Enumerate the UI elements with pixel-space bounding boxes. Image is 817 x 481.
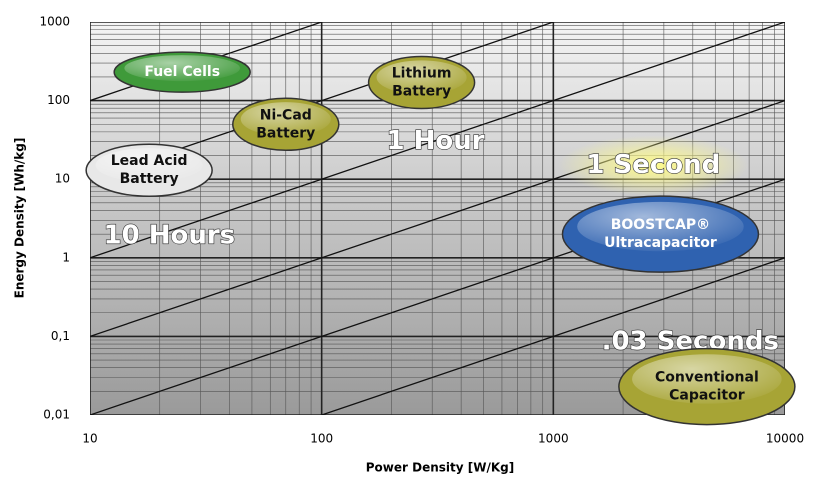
region-label: Battery	[392, 83, 451, 99]
region-label: Lead Acid	[111, 153, 188, 169]
region-shine	[124, 55, 240, 82]
region-label: Battery	[256, 125, 315, 141]
y-tick-label: 1	[62, 250, 70, 264]
annotation: 1 Hour	[386, 126, 484, 156]
region-label: BOOSTCAP®	[611, 217, 710, 233]
x-tick-label: 10	[82, 432, 97, 446]
region-shine	[577, 201, 744, 252]
glow	[558, 135, 749, 196]
y-tick-label: 0,01	[43, 408, 70, 422]
region-label: Ni-Cad	[260, 107, 312, 123]
time-line	[319, 257, 785, 415]
region-label: Lithium	[392, 65, 452, 81]
region-shine	[376, 60, 467, 95]
x-tick-label: 1000	[538, 432, 569, 446]
y-tick-label: 100	[47, 93, 70, 107]
region-label: Ultracapacitor	[604, 235, 717, 251]
region-shine	[240, 102, 331, 136]
region-label: Fuel Cells	[144, 64, 220, 80]
y-tick-label: 10	[55, 172, 70, 186]
region-label: Conventional	[655, 370, 759, 386]
region-shine	[632, 354, 782, 404]
time-line	[90, 22, 785, 259]
region-shine	[95, 148, 203, 182]
y-tick-label: 0,1	[51, 329, 70, 343]
region-label: Battery	[120, 171, 179, 187]
y-axis-title: Energy Density [Wh/kg]	[13, 138, 27, 299]
annotation: 10 Hours	[103, 220, 235, 250]
x-axis-title: Power Density [W/Kg]	[366, 461, 514, 475]
y-tick-label: 1000	[39, 15, 70, 29]
x-tick-label: 10000	[766, 432, 804, 446]
annotation: 1 Second	[586, 150, 720, 180]
x-tick-label: 100	[310, 432, 333, 446]
region-label: Capacitor	[669, 388, 745, 404]
